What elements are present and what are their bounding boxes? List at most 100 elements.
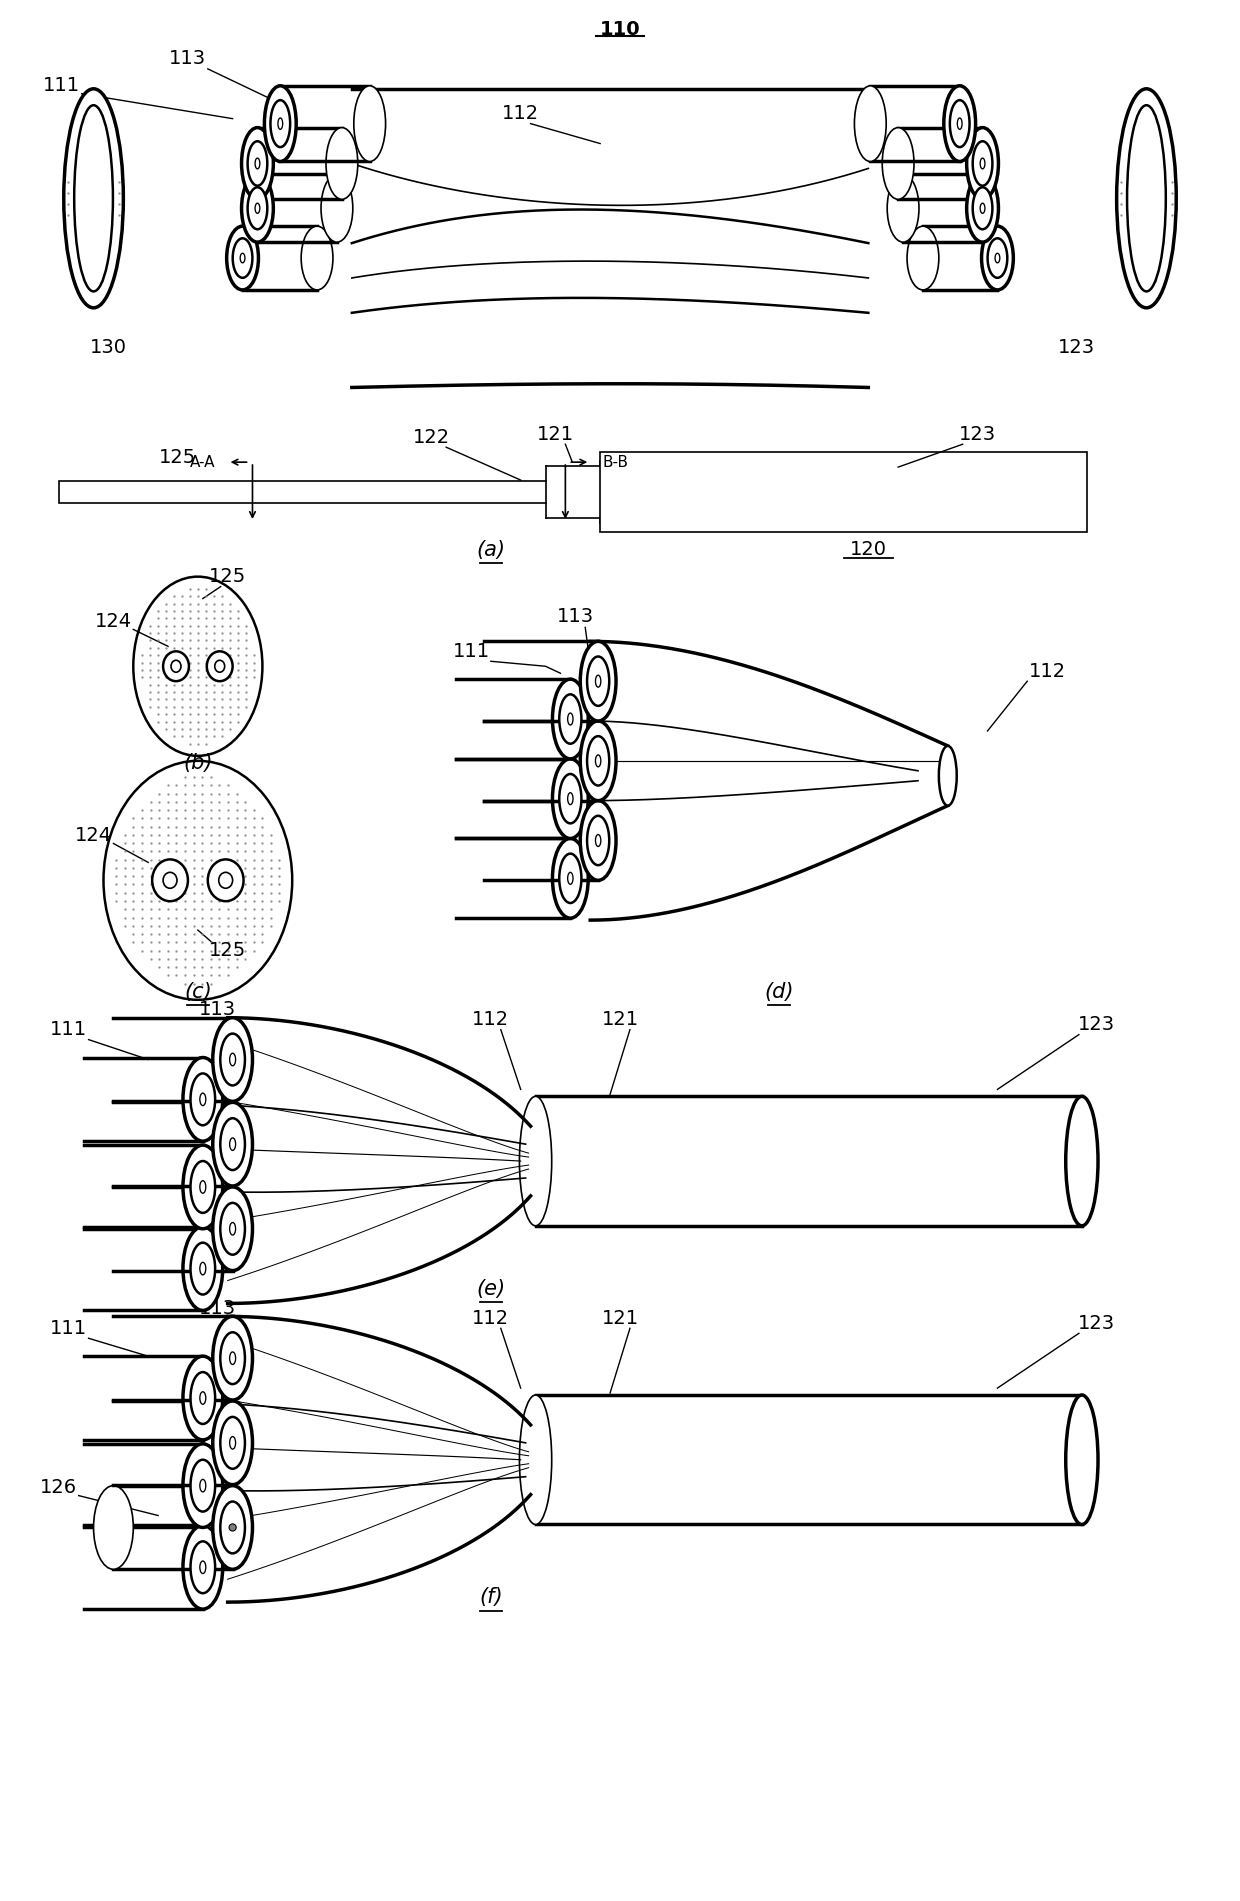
Text: 120: 120: [849, 540, 887, 559]
Ellipse shape: [982, 226, 1013, 291]
Ellipse shape: [559, 774, 582, 823]
Ellipse shape: [264, 86, 296, 162]
Ellipse shape: [559, 694, 582, 743]
Text: 112: 112: [1028, 662, 1065, 681]
Ellipse shape: [568, 793, 573, 804]
Text: 123: 123: [1079, 1314, 1115, 1333]
Ellipse shape: [164, 873, 177, 888]
Text: 124: 124: [74, 827, 112, 846]
Text: 111: 111: [453, 643, 490, 662]
Ellipse shape: [278, 118, 283, 129]
Ellipse shape: [1065, 1097, 1097, 1226]
Ellipse shape: [213, 1487, 253, 1570]
Ellipse shape: [221, 1203, 246, 1255]
Text: (b): (b): [184, 753, 212, 774]
Ellipse shape: [580, 800, 616, 880]
Text: (d): (d): [764, 981, 794, 1002]
Ellipse shape: [171, 660, 181, 673]
Ellipse shape: [164, 652, 188, 681]
Ellipse shape: [227, 226, 258, 291]
Text: 125: 125: [210, 941, 247, 960]
Ellipse shape: [939, 745, 957, 806]
Ellipse shape: [301, 226, 334, 291]
Ellipse shape: [972, 141, 992, 186]
Text: 125: 125: [160, 447, 197, 466]
Ellipse shape: [944, 86, 976, 162]
Ellipse shape: [191, 1243, 215, 1295]
Ellipse shape: [229, 1352, 236, 1365]
Ellipse shape: [980, 203, 985, 213]
Ellipse shape: [568, 713, 573, 724]
Text: 122: 122: [413, 428, 450, 447]
Ellipse shape: [321, 175, 353, 241]
Ellipse shape: [580, 720, 616, 800]
Ellipse shape: [184, 1355, 223, 1439]
Ellipse shape: [854, 86, 887, 162]
Ellipse shape: [595, 675, 601, 686]
Bar: [600, 452, 1086, 532]
Ellipse shape: [200, 1561, 206, 1574]
Ellipse shape: [255, 158, 260, 169]
Ellipse shape: [587, 816, 609, 865]
Ellipse shape: [568, 873, 573, 884]
Ellipse shape: [218, 873, 233, 888]
Ellipse shape: [967, 127, 998, 200]
Ellipse shape: [213, 1401, 253, 1485]
Ellipse shape: [882, 127, 914, 200]
Ellipse shape: [103, 760, 293, 1000]
Ellipse shape: [184, 1445, 223, 1528]
Ellipse shape: [200, 1181, 206, 1194]
Ellipse shape: [213, 1103, 253, 1186]
Ellipse shape: [242, 175, 273, 241]
Text: 113: 113: [170, 49, 207, 68]
Ellipse shape: [184, 1057, 223, 1141]
Ellipse shape: [133, 576, 263, 757]
Ellipse shape: [1127, 105, 1166, 291]
Ellipse shape: [595, 835, 601, 846]
Ellipse shape: [191, 1162, 215, 1213]
Text: 123: 123: [1059, 338, 1095, 357]
Ellipse shape: [887, 175, 919, 241]
Ellipse shape: [587, 656, 609, 705]
Ellipse shape: [191, 1542, 215, 1593]
Ellipse shape: [233, 238, 253, 278]
Ellipse shape: [248, 141, 268, 186]
Ellipse shape: [248, 188, 268, 230]
Text: A-A: A-A: [190, 454, 216, 470]
Text: 123: 123: [1079, 1015, 1115, 1034]
Ellipse shape: [213, 1315, 253, 1399]
Ellipse shape: [987, 238, 1007, 278]
Ellipse shape: [353, 86, 386, 162]
Ellipse shape: [950, 101, 970, 146]
Circle shape: [229, 1525, 236, 1530]
Ellipse shape: [221, 1502, 246, 1553]
Ellipse shape: [63, 89, 123, 308]
Text: 125: 125: [210, 566, 247, 586]
Ellipse shape: [221, 1034, 246, 1085]
Ellipse shape: [957, 118, 962, 129]
Text: 110: 110: [600, 19, 640, 38]
Ellipse shape: [200, 1262, 206, 1276]
Ellipse shape: [229, 1437, 236, 1449]
Ellipse shape: [200, 1479, 206, 1492]
Ellipse shape: [587, 736, 609, 785]
Ellipse shape: [559, 854, 582, 903]
Text: 112: 112: [472, 1310, 510, 1329]
Text: (c): (c): [184, 981, 212, 1002]
Text: 112: 112: [472, 1009, 510, 1028]
Bar: [58, 481, 546, 504]
Ellipse shape: [553, 838, 588, 918]
Text: 126: 126: [40, 1479, 77, 1498]
Ellipse shape: [595, 755, 601, 766]
Ellipse shape: [74, 105, 113, 291]
Ellipse shape: [221, 1118, 246, 1171]
Ellipse shape: [229, 1139, 236, 1150]
Ellipse shape: [270, 101, 290, 146]
Ellipse shape: [221, 1333, 246, 1384]
Ellipse shape: [326, 127, 358, 200]
Ellipse shape: [553, 679, 588, 758]
Ellipse shape: [200, 1093, 206, 1106]
Text: 130: 130: [91, 338, 126, 357]
Ellipse shape: [221, 1416, 246, 1469]
Ellipse shape: [242, 127, 273, 200]
